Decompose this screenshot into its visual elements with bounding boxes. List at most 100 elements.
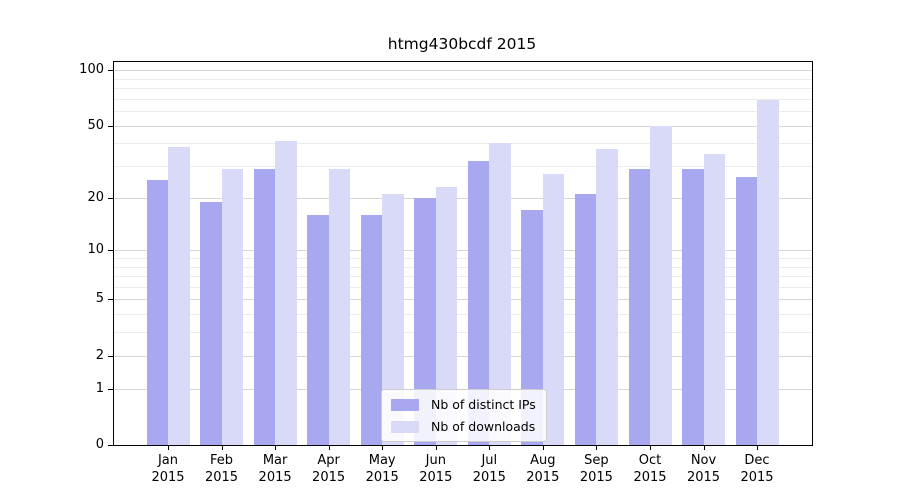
x-tick-month: Mar [262,453,288,468]
bar-nb-of-distinct-ips-may-2015 [360,214,383,445]
x-tick-year: 2015 [151,470,185,485]
x-tick-year: 2015 [419,470,453,485]
x-tick-month: May [368,453,396,468]
bar-nb-of-downloads-may-2015 [382,193,404,445]
x-tick-oct-2015 [650,445,651,450]
x-tick-nov-2015 [703,445,705,450]
x-tick-label-jan-2015: Jan 2015 [151,452,184,486]
x-tick-label-dec-2015: Dec 2015 [740,452,773,486]
bar-nb-of-distinct-ips-apr-2015 [307,214,329,445]
gridline-major-5 [114,299,812,301]
y-tick-label-5: 5 [95,291,104,307]
x-tick-label-jun-2015: Jun 2015 [419,452,452,486]
legend: Nb of distinct IPs Nb of downloads [381,389,547,442]
y-tick-label-20: 20 [87,189,104,205]
gridline-minor-7 [114,276,812,277]
x-tick-label-aug-2015: Aug 2015 [526,452,559,486]
x-tick-feb-2015 [221,445,223,450]
x-tick-month: Feb [209,453,234,468]
bar-nb-of-distinct-ips-feb-2015 [200,201,222,445]
x-tick-label-oct-2015: Oct 2015 [633,452,666,486]
x-tick-label-sep-2015: Sep 2015 [580,452,613,486]
y-tick-20 [108,197,114,199]
legend-swatch-nb-of-downloads [391,420,419,433]
y-tick-1 [108,388,114,390]
x-tick-month: Sep [584,453,609,468]
y-tick-100 [108,70,114,71]
bar-nb-of-downloads-aug-2015 [542,174,565,445]
bar-nb-of-distinct-ips-nov-2015 [682,168,704,445]
x-tick-year: 2015 [472,470,506,485]
bar-nb-of-distinct-ips-jun-2015 [414,197,436,445]
legend-swatch-nb-of-distinct-ips [391,398,419,411]
gridline-minor-90 [114,78,812,80]
gridline-major-2 [114,355,812,357]
x-tick-label-may-2015: May 2015 [366,452,399,486]
bar-nb-of-distinct-ips-sep-2015 [574,193,597,445]
gridline-major-50 [114,125,812,127]
x-tick-aug-2015 [542,445,544,450]
gridline-major-20 [114,197,812,199]
y-tick-label-50: 50 [87,117,104,133]
x-tick-sep-2015 [596,445,598,450]
y-tick-label-1: 1 [95,380,104,396]
gridline-major-100 [114,70,812,71]
x-tick-label-mar-2015: Mar 2015 [259,452,292,486]
gridline-major-10 [114,250,812,252]
x-tick-month: Jul [481,453,498,468]
gridline-minor-3 [114,332,812,334]
gridline-minor-8 [114,266,812,268]
bar-nb-of-downloads-jul-2015 [489,143,511,445]
x-tick-year: 2015 [686,470,721,485]
plot-area: 100 50 20 10 5 2 1 0 Jan 2015 Feb 2015 Mar 2015 Apr 201… [79,61,813,485]
bar-nb-of-downloads-mar-2015 [275,141,297,445]
bar-nb-of-downloads-oct-2015 [650,125,672,445]
x-tick-jun-2015 [435,445,437,450]
y-tick-10 [108,250,114,252]
x-tick-label-jul-2015: Jul 2015 [473,452,506,486]
gridline-minor-9 [114,257,812,259]
bar-nb-of-downloads-apr-2015 [328,168,351,445]
bar-nb-of-distinct-ips-dec-2015 [735,177,757,445]
y-tick-label-100: 100 [79,62,104,78]
x-tick-year: 2015 [740,470,774,485]
x-tick-label-apr-2015: Apr 2015 [312,452,345,486]
x-tick-month: Jun [425,453,446,468]
x-tick-year: 2015 [633,470,667,485]
x-tick-year: 2015 [312,470,346,485]
x-tick-apr-2015 [328,445,330,450]
y-tick-50 [108,125,114,127]
bar-nb-of-distinct-ips-aug-2015 [521,210,543,445]
x-tick-month: Jan [157,453,179,468]
x-tick-month: Dec [744,453,770,468]
bar-nb-of-distinct-ips-oct-2015 [628,168,650,445]
x-tick-may-2015 [382,445,384,450]
y-tick-5 [108,299,114,301]
y-tick-label-0: 0 [95,437,104,453]
bar-nb-of-downloads-sep-2015 [596,149,618,445]
y-tick-2 [108,355,114,357]
legend-item-nb-of-downloads: Nb of downloads [391,418,536,435]
gridline-minor-80 [114,87,812,89]
x-tick-label-feb-2015: Feb 2015 [205,452,238,486]
bar-nb-of-distinct-ips-jan-2015 [146,180,168,445]
x-tick-year: 2015 [204,470,239,485]
gridline-minor-30 [114,166,812,167]
bar-nb-of-distinct-ips-jul-2015 [467,160,490,445]
gridline-minor-40 [114,143,812,145]
bar-nb-of-distinct-ips-mar-2015 [253,168,276,445]
legend-label-nb-of-downloads: Nb of downloads [431,419,536,434]
x-tick-year: 2015 [526,470,560,485]
bar-nb-of-downloads-nov-2015 [703,153,725,445]
x-tick-jan-2015 [168,445,169,450]
x-tick-dec-2015 [757,445,758,450]
x-tick-year: 2015 [258,470,292,485]
x-tick-year: 2015 [365,470,399,485]
gridline-minor-4 [114,314,812,316]
bar-nb-of-downloads-jan-2015 [168,147,190,445]
gridline-minor-60 [114,111,812,112]
legend-label-nb-of-distinct-ips: Nb of distinct IPs [431,397,536,412]
y-tick-label-10: 10 [87,242,104,258]
x-tick-year: 2015 [579,470,613,485]
